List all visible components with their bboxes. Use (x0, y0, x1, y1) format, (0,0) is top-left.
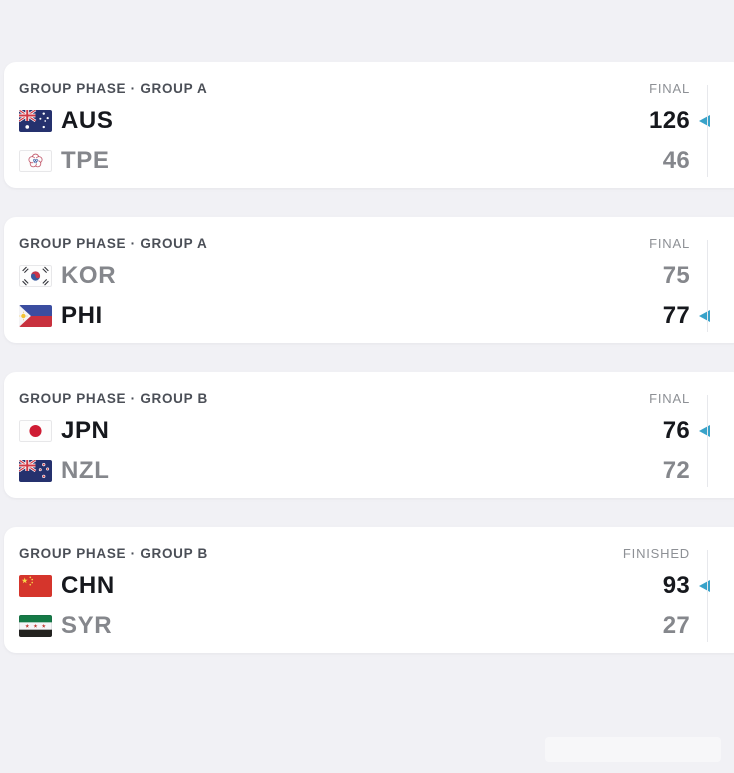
winner-arrow-icon (699, 580, 710, 592)
phase-label: GROUP PHASE · GROUP B (19, 390, 208, 406)
team-code: CHN (61, 572, 115, 599)
match-card[interactable]: GROUP PHASE · GROUP A FINAL (4, 62, 734, 188)
status-label: FINAL (649, 80, 690, 96)
philippines-flag-icon (19, 305, 52, 327)
team-row: AUS 126 (19, 101, 734, 141)
australia-flag-icon (19, 110, 52, 132)
team-row: JPN 76 (19, 411, 734, 451)
match-card[interactable]: GROUP PHASE · GROUP A FINAL (4, 217, 734, 343)
team-score: 93 (662, 572, 690, 599)
team-code: SYR (61, 612, 113, 639)
team-code: AUS (61, 107, 114, 134)
match-card[interactable]: GROUP PHASE · GROUP B FINISHED (4, 527, 734, 653)
south-korea-flag-icon (19, 265, 52, 287)
match-card[interactable]: GROUP PHASE · GROUP B FINAL JPN 76 (4, 372, 734, 498)
japan-flag-icon (19, 420, 52, 442)
china-flag-icon (19, 575, 52, 597)
score-divider (707, 85, 708, 177)
team-score: 126 (649, 107, 690, 134)
phase-label: GROUP PHASE · GROUP A (19, 80, 208, 96)
team-row: SYR 27 (19, 606, 734, 646)
status-label: FINAL (649, 235, 690, 251)
team-score: 72 (662, 457, 690, 484)
team-row: NZL 72 (19, 451, 734, 491)
status-label: FINAL (649, 390, 690, 406)
score-divider (707, 240, 708, 332)
team-code: KOR (61, 262, 117, 289)
match-header: GROUP PHASE · GROUP B FINISHED (19, 545, 734, 561)
winner-arrow-icon (699, 310, 710, 322)
team-row: KOR 75 (19, 256, 734, 296)
new-zealand-flag-icon (19, 460, 52, 482)
match-header: GROUP PHASE · GROUP A FINAL (19, 80, 734, 96)
team-row: PHI 77 (19, 296, 734, 336)
score-divider (707, 550, 708, 642)
chinese-taipei-flag-icon (19, 150, 52, 172)
phase-label: GROUP PHASE · GROUP B (19, 545, 208, 561)
syria-flag-icon (19, 615, 52, 637)
status-label: FINISHED (622, 545, 690, 561)
match-card-list: GROUP PHASE · GROUP A FINAL (4, 62, 734, 653)
winner-arrow-icon (699, 115, 710, 127)
match-header: GROUP PHASE · GROUP A FINAL (19, 235, 734, 251)
team-score: 75 (662, 262, 690, 289)
team-score: 77 (662, 302, 690, 329)
team-code: TPE (61, 147, 110, 174)
team-score: 46 (662, 147, 690, 174)
team-row: CHN 93 (19, 566, 734, 606)
team-code: NZL (61, 457, 110, 484)
watermark-placeholder (545, 737, 721, 762)
team-code: JPN (61, 417, 110, 444)
phase-label: GROUP PHASE · GROUP A (19, 235, 208, 251)
team-score: 76 (662, 417, 690, 444)
team-code: PHI (61, 302, 103, 329)
match-header: GROUP PHASE · GROUP B FINAL (19, 390, 734, 406)
score-divider (707, 395, 708, 487)
team-row: TPE 46 (19, 141, 734, 181)
team-score: 27 (662, 612, 690, 639)
winner-arrow-icon (699, 425, 710, 437)
